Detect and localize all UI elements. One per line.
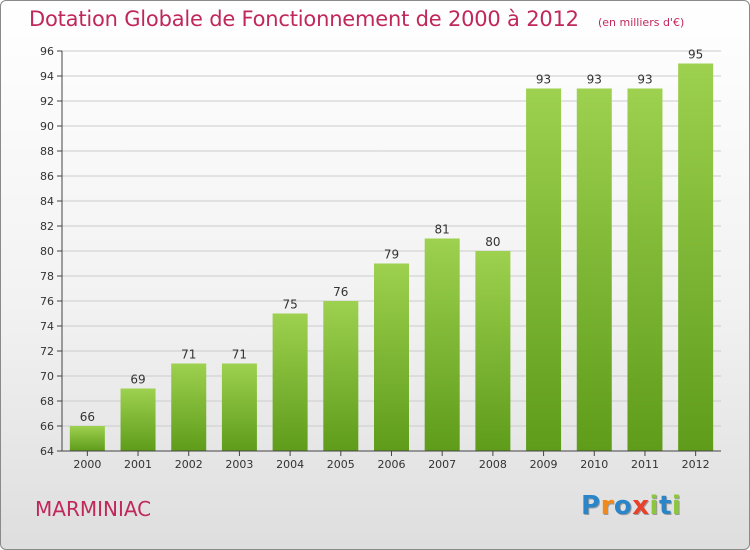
y-tick-label: 72	[40, 345, 54, 358]
logo-letter: r	[600, 491, 614, 521]
x-tick-label: 2000	[73, 458, 101, 471]
chart-title: Dotation Globale de Fonctionnement de 20…	[29, 7, 579, 31]
y-tick-label: 84	[40, 195, 54, 208]
y-tick-label: 76	[40, 295, 54, 308]
x-tick-label: 2001	[124, 458, 152, 471]
bar-value-label: 71	[181, 348, 196, 362]
logo-letter: o	[613, 491, 633, 521]
x-tick-label: 2006	[378, 458, 406, 471]
bar	[69, 426, 105, 451]
bar	[475, 251, 511, 451]
bar-value-label: 76	[333, 285, 348, 299]
x-tick-label: 2008	[479, 458, 507, 471]
bar	[120, 388, 156, 451]
y-tick-label: 64	[40, 445, 54, 458]
logo-letter: x	[632, 491, 650, 521]
bar-value-label: 93	[637, 73, 652, 87]
bar-value-label: 95	[688, 48, 703, 62]
logo-letter: i	[649, 491, 659, 521]
bar	[526, 88, 562, 451]
bar	[627, 88, 663, 451]
bar	[171, 363, 207, 451]
bar-value-label: 71	[232, 348, 247, 362]
x-tick-label: 2011	[631, 458, 659, 471]
y-tick-label: 96	[40, 45, 54, 58]
bar	[424, 238, 460, 451]
bar-value-label: 80	[485, 235, 500, 249]
town-name: MARMINIAC	[35, 497, 152, 521]
proxiti-logo: Proxiti	[581, 491, 681, 521]
bar-value-label: 75	[282, 298, 297, 312]
logo-letter: P	[581, 491, 601, 521]
axes-layer	[57, 50, 721, 456]
bar	[374, 263, 409, 451]
y-tick-label: 68	[40, 395, 54, 408]
y-tick-label: 74	[40, 320, 54, 333]
labels-layer: 64 66 68 70 72 74 76 78 80 82 84 86 88 90 92 94 96 66 2000…	[40, 45, 710, 471]
y-tick-label: 82	[40, 220, 54, 233]
bar-value-label: 79	[384, 248, 399, 262]
bar	[272, 313, 308, 451]
bar	[576, 88, 612, 451]
bar-value-label: 69	[130, 373, 145, 387]
y-tick-label: 78	[40, 270, 54, 283]
x-tick-label: 2004	[276, 458, 304, 471]
title-row: Dotation Globale de Fonctionnement de 20…	[29, 7, 684, 31]
y-tick-label: 88	[40, 145, 54, 158]
bar	[678, 63, 714, 451]
y-tick-label: 94	[40, 70, 54, 83]
x-tick-label: 2005	[327, 458, 355, 471]
x-tick-label: 2012	[682, 458, 710, 471]
x-tick-label: 2002	[175, 458, 203, 471]
y-tick-label: 80	[40, 245, 54, 258]
bar-value-label: 66	[80, 410, 95, 424]
y-tick-label: 86	[40, 170, 54, 183]
chart-subtitle: (en milliers d'€)	[597, 16, 685, 29]
bar	[221, 363, 257, 451]
y-tick-label: 92	[40, 95, 54, 108]
logo-letter: t	[658, 491, 672, 521]
bar	[323, 301, 359, 451]
y-tick-label: 90	[40, 120, 54, 133]
bar-value-label: 93	[536, 73, 551, 87]
bar-value-label: 81	[435, 223, 450, 237]
bars-layer	[69, 63, 714, 451]
x-tick-label: 2007	[428, 458, 456, 471]
y-tick-label: 66	[40, 420, 54, 433]
x-tick-label: 2009	[530, 458, 558, 471]
y-tick-label: 70	[40, 370, 54, 383]
logo-letter: i	[671, 491, 682, 521]
bar-value-label: 93	[587, 73, 602, 87]
x-tick-label: 2003	[225, 458, 253, 471]
x-tick-label: 2010	[580, 458, 608, 471]
